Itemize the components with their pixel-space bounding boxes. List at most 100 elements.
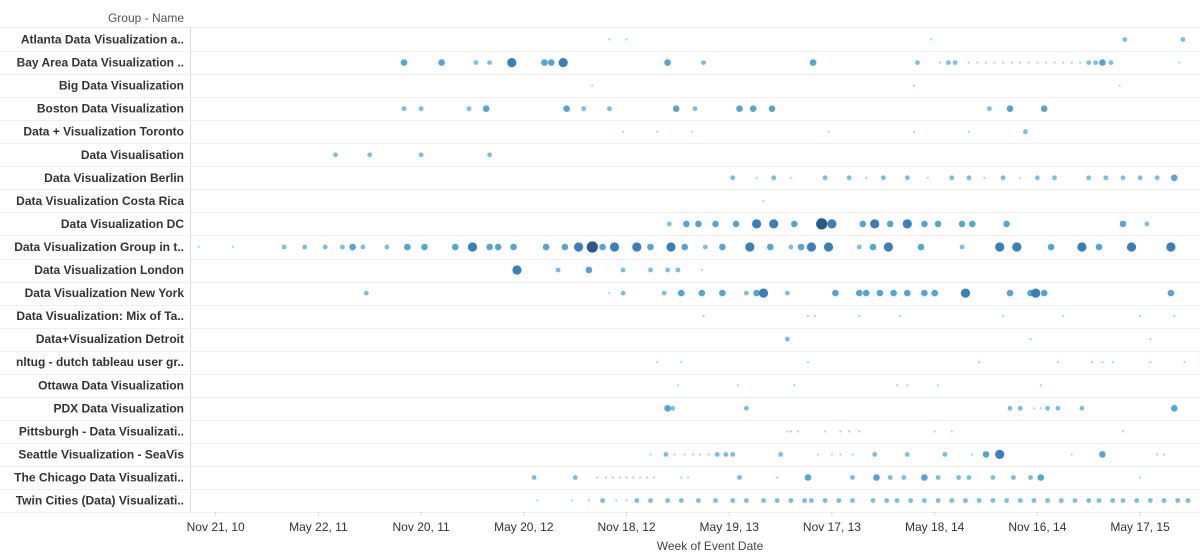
data-point[interactable] <box>404 243 411 251</box>
data-point[interactable] <box>672 105 680 112</box>
data-point[interactable] <box>753 289 760 297</box>
data-point[interactable] <box>596 476 599 479</box>
data-point[interactable] <box>340 244 345 250</box>
data-point[interactable] <box>846 175 852 181</box>
data-point[interactable] <box>990 498 996 503</box>
data-point[interactable] <box>995 242 1005 252</box>
data-point[interactable] <box>581 106 587 112</box>
data-point[interactable] <box>625 499 628 502</box>
data-point[interactable] <box>806 242 817 252</box>
data-point[interactable] <box>1052 175 1057 181</box>
data-point[interactable] <box>915 60 920 65</box>
data-point[interactable] <box>745 242 755 252</box>
data-point[interactable] <box>737 475 742 480</box>
data-point[interactable] <box>926 176 929 179</box>
data-point[interactable] <box>752 219 762 229</box>
data-point[interactable] <box>625 38 628 41</box>
data-point[interactable] <box>959 244 965 250</box>
data-point[interactable] <box>680 361 683 364</box>
data-point[interactable] <box>736 105 743 112</box>
data-point[interactable] <box>1031 288 1041 298</box>
data-point[interactable] <box>1180 37 1186 42</box>
data-point[interactable] <box>1167 289 1175 297</box>
data-point[interactable] <box>1012 242 1022 252</box>
data-point[interactable] <box>1055 405 1061 411</box>
data-point[interactable] <box>701 60 706 65</box>
data-point[interactable] <box>572 475 578 480</box>
data-point[interactable] <box>1019 176 1022 179</box>
data-point[interactable] <box>1108 60 1114 65</box>
data-point[interactable] <box>922 498 927 503</box>
data-point[interactable] <box>621 130 625 133</box>
data-point[interactable] <box>1056 361 1060 364</box>
data-point[interactable] <box>1121 430 1125 433</box>
data-point[interactable] <box>1111 361 1114 364</box>
data-point[interactable] <box>1154 175 1160 181</box>
data-point[interactable] <box>791 220 798 228</box>
data-point[interactable] <box>788 244 794 250</box>
data-point[interactable] <box>993 61 996 64</box>
data-point[interactable] <box>1162 453 1166 456</box>
data-point[interactable] <box>487 60 492 65</box>
data-point[interactable] <box>486 243 493 251</box>
data-point[interactable] <box>1000 175 1006 181</box>
data-point[interactable] <box>625 476 628 479</box>
data-point[interactable] <box>836 498 842 503</box>
data-point[interactable] <box>744 290 749 296</box>
data-point[interactable] <box>418 106 424 112</box>
data-point[interactable] <box>865 176 868 179</box>
data-point[interactable] <box>1134 498 1140 503</box>
data-point[interactable] <box>969 220 976 228</box>
data-point[interactable] <box>363 290 369 296</box>
data-point[interactable] <box>713 498 718 503</box>
data-point[interactable] <box>942 452 948 457</box>
data-point[interactable] <box>1161 498 1167 503</box>
data-point[interactable] <box>656 130 659 133</box>
data-point[interactable] <box>558 58 568 68</box>
data-point[interactable] <box>934 220 942 228</box>
data-point[interactable] <box>600 498 605 503</box>
data-point[interactable] <box>987 106 992 112</box>
data-point[interactable] <box>512 265 522 275</box>
data-point[interactable] <box>1118 84 1121 87</box>
data-point[interactable] <box>758 288 769 298</box>
data-point[interactable] <box>531 475 537 480</box>
data-point[interactable] <box>607 106 612 112</box>
data-point[interactable] <box>1061 61 1065 64</box>
data-point[interactable] <box>618 476 621 479</box>
data-point[interactable] <box>690 130 693 133</box>
data-point[interactable] <box>197 245 200 249</box>
data-point[interactable] <box>591 84 594 87</box>
data-point[interactable] <box>510 243 517 251</box>
data-point[interactable] <box>547 59 555 66</box>
data-point[interactable] <box>670 405 676 411</box>
data-point[interactable] <box>730 452 736 457</box>
data-point[interactable] <box>656 361 659 364</box>
data-point[interactable] <box>664 59 671 66</box>
data-point[interactable] <box>1053 61 1056 64</box>
data-point[interactable] <box>793 384 796 387</box>
data-point[interactable] <box>744 405 749 411</box>
data-point[interactable] <box>806 314 810 318</box>
data-point[interactable] <box>681 243 688 251</box>
data-point[interactable] <box>767 243 774 251</box>
data-point[interactable] <box>1040 289 1048 297</box>
data-point[interactable] <box>950 430 953 433</box>
data-point[interactable] <box>1093 60 1098 65</box>
data-point[interactable] <box>452 243 459 251</box>
data-point[interactable] <box>732 220 740 228</box>
data-point[interactable] <box>904 452 910 457</box>
data-point[interactable] <box>862 289 870 297</box>
data-point[interactable] <box>761 498 766 503</box>
data-point[interactable] <box>806 361 810 364</box>
data-point[interactable] <box>880 175 886 181</box>
data-point[interactable] <box>1039 407 1043 410</box>
data-point[interactable] <box>946 60 951 65</box>
data-point[interactable] <box>847 430 851 433</box>
data-point[interactable] <box>676 384 680 387</box>
data-point[interactable] <box>963 498 968 503</box>
data-point[interactable] <box>333 152 338 158</box>
data-point[interactable] <box>322 244 328 250</box>
data-point[interactable] <box>921 289 928 297</box>
data-point[interactable] <box>1183 361 1186 364</box>
